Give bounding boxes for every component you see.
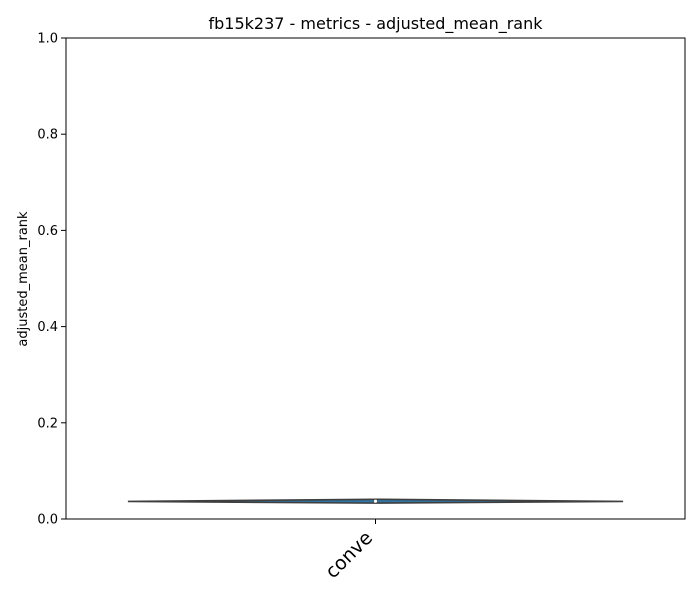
violin-group (127, 498, 624, 504)
y-tick-label: 0.2 (37, 416, 58, 431)
plot-frame (65, 37, 686, 520)
y-tick-label: 1.0 (37, 32, 58, 47)
y-axis-ticks: 0.0 0.2 0.4 0.6 0.8 1.0 (37, 32, 66, 528)
y-tick-label: 0.4 (37, 320, 58, 335)
chart-title: fb15k237 - metrics - adjusted_mean_rank (208, 14, 543, 34)
violin-median-point (373, 499, 378, 503)
y-tick-label: 0.8 (37, 128, 58, 143)
y-tick-label: 0.0 (37, 513, 58, 528)
x-tick-label: conve (321, 527, 377, 583)
y-tick-label: 0.6 (37, 224, 58, 239)
x-axis-ticks: conve (321, 519, 377, 583)
y-axis-label: adjusted_mean_rank (16, 211, 31, 347)
